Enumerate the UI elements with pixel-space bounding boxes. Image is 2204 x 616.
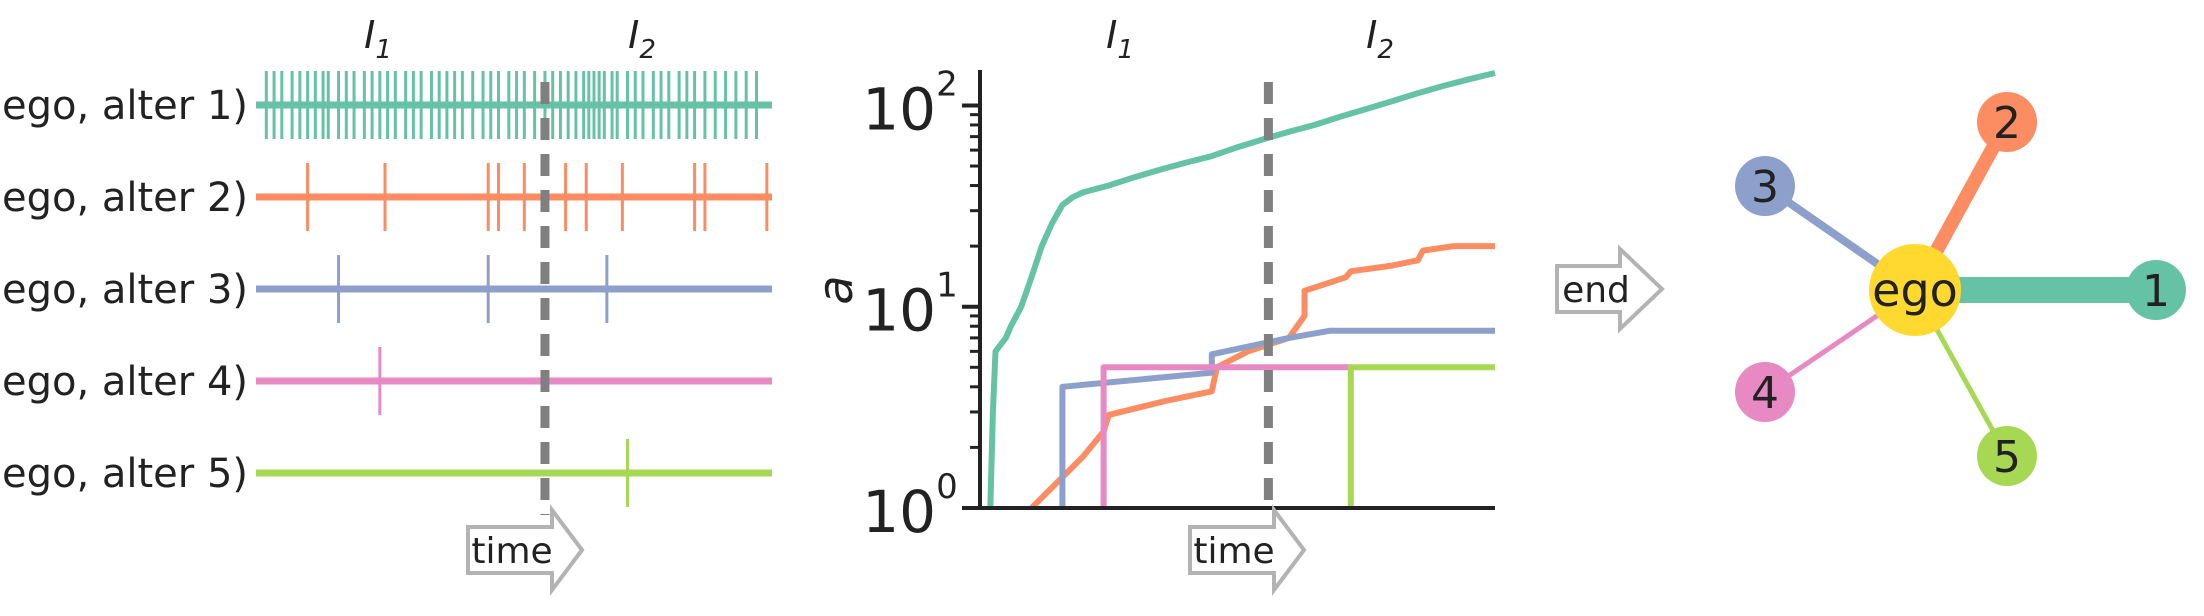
timeline-row-label: (ego, alter 1) (0, 83, 248, 129)
timeline-row: (ego, alter 3) (0, 255, 772, 323)
series-line-alter1 (987, 70, 1496, 509)
series-line-alter3 (1059, 327, 1495, 508)
ego-network: 1 2 3 4 5 ego (1735, 92, 2186, 486)
x-axis-label: time (1193, 531, 1274, 572)
timeline-row: (ego, alter 2) (0, 163, 772, 231)
timeline-row-label: (ego, alter 4) (0, 359, 248, 405)
alter-node-label: 5 (1993, 432, 2021, 483)
timeline-row-label: (ego, alter 2) (0, 175, 248, 221)
series-line-alter2 (1029, 243, 1495, 511)
y-axis-label: a (808, 275, 864, 304)
y-tick-label: 102 (862, 64, 957, 143)
end-arrow-label: end (1562, 270, 1630, 311)
chart-period-label-2: I2 (1366, 13, 1394, 65)
series-line-alter5 (1347, 364, 1495, 508)
series-line-alter4 (1100, 364, 1351, 508)
alter-node-label: 3 (1751, 162, 1779, 213)
ego-node (1869, 244, 1961, 336)
alter-node-4 (1735, 362, 1795, 422)
chart-time-arrow-shape (1188, 504, 1307, 596)
alter-node-1 (2126, 260, 2186, 320)
alter-node-label: 4 (1751, 368, 1779, 419)
y-tick-label: 101 (862, 266, 957, 345)
period-label-1: I1 (364, 13, 392, 65)
time-arrow: time (466, 504, 585, 596)
timeline-panel: I1 I2 (ego, alter 1) (ego, alter 2) (ego, … (0, 13, 772, 596)
alter-node-label: 1 (2142, 266, 2170, 317)
alter-node-2 (1977, 92, 2037, 152)
timeline-row-label: (ego, alter 5) (0, 451, 248, 497)
time-arrow-shape (466, 504, 585, 596)
timeline-row: (ego, alter 4) (0, 347, 772, 415)
cumulative-chart: I1 I2 a 100 101 102 time (808, 13, 1496, 596)
chart-period-label-1: I1 (1106, 13, 1134, 65)
timeline-row: (ego, alter 1) (0, 71, 772, 139)
end-arrow: end (1555, 244, 1665, 334)
alter-node-3 (1735, 156, 1795, 216)
time-arrow-label: time (471, 531, 552, 572)
timeline-row-label: (ego, alter 3) (0, 267, 248, 313)
alter-node-5 (1977, 426, 2037, 486)
alter-node-label: 2 (1993, 98, 2021, 149)
timeline-row: (ego, alter 5) (0, 439, 772, 507)
end-arrow-shape (1555, 244, 1665, 334)
y-tick-label: 100 (862, 467, 957, 546)
period-label-2: I2 (628, 13, 656, 65)
ego-node-label: ego (1872, 263, 1958, 317)
chart-time-arrow: time (1188, 504, 1307, 596)
